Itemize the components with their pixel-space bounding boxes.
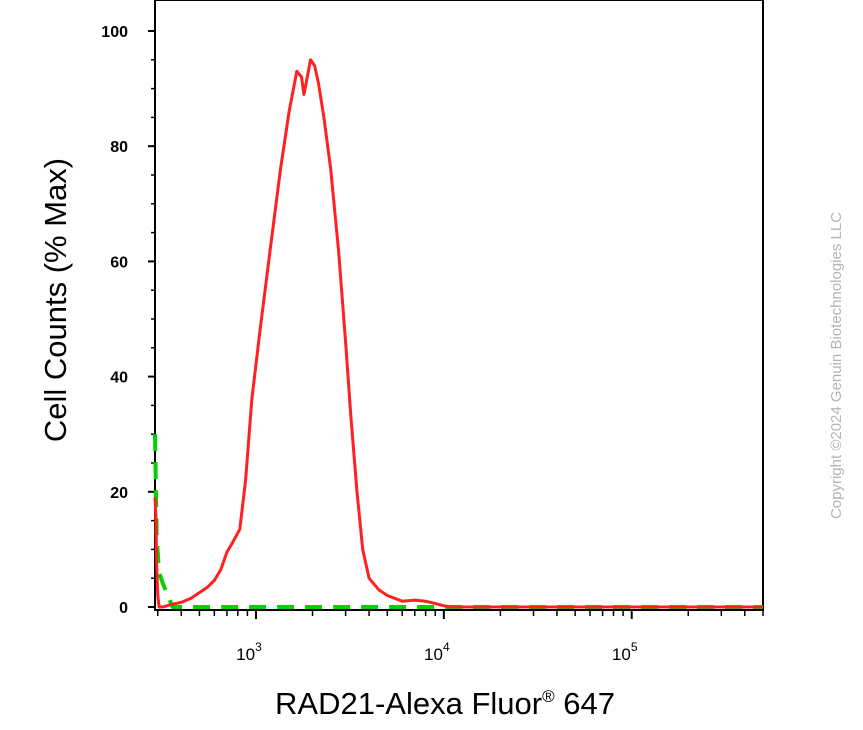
y-tick-label: 0 [119,600,128,617]
series-line-1 [153,434,763,609]
y-tick-label: 60 [110,254,128,271]
series-layer [153,58,763,609]
y-axis-label-wrap: Cell Counts (% Max) [36,0,76,600]
x-tick-label: 105 [612,640,638,664]
x-tick-label: 104 [424,640,450,664]
copyright-notice: Copyright ©2024 Genuin Biotechnologies L… [828,211,846,519]
y-tick-label: 80 [110,139,128,156]
y-tick-label: 40 [110,370,128,387]
y-tick-label: 20 [110,485,128,502]
x-tick-label: 103 [236,640,262,664]
copyright-wrap: Copyright ©2024 Genuin Biotechnologies L… [825,0,849,730]
y-axis-label: Cell Counts (% Max) [38,157,73,443]
series-line-2 [153,58,763,609]
x-axis-ticks: 103 104 105 [157,610,764,664]
x-axis-label: RAD21-Alexa Fluor® 647 [275,686,615,721]
y-axis-ticks: 0 20 40 60 80 100 [101,24,155,617]
y-tick-label: 100 [101,24,128,41]
plot-frame [154,0,764,611]
